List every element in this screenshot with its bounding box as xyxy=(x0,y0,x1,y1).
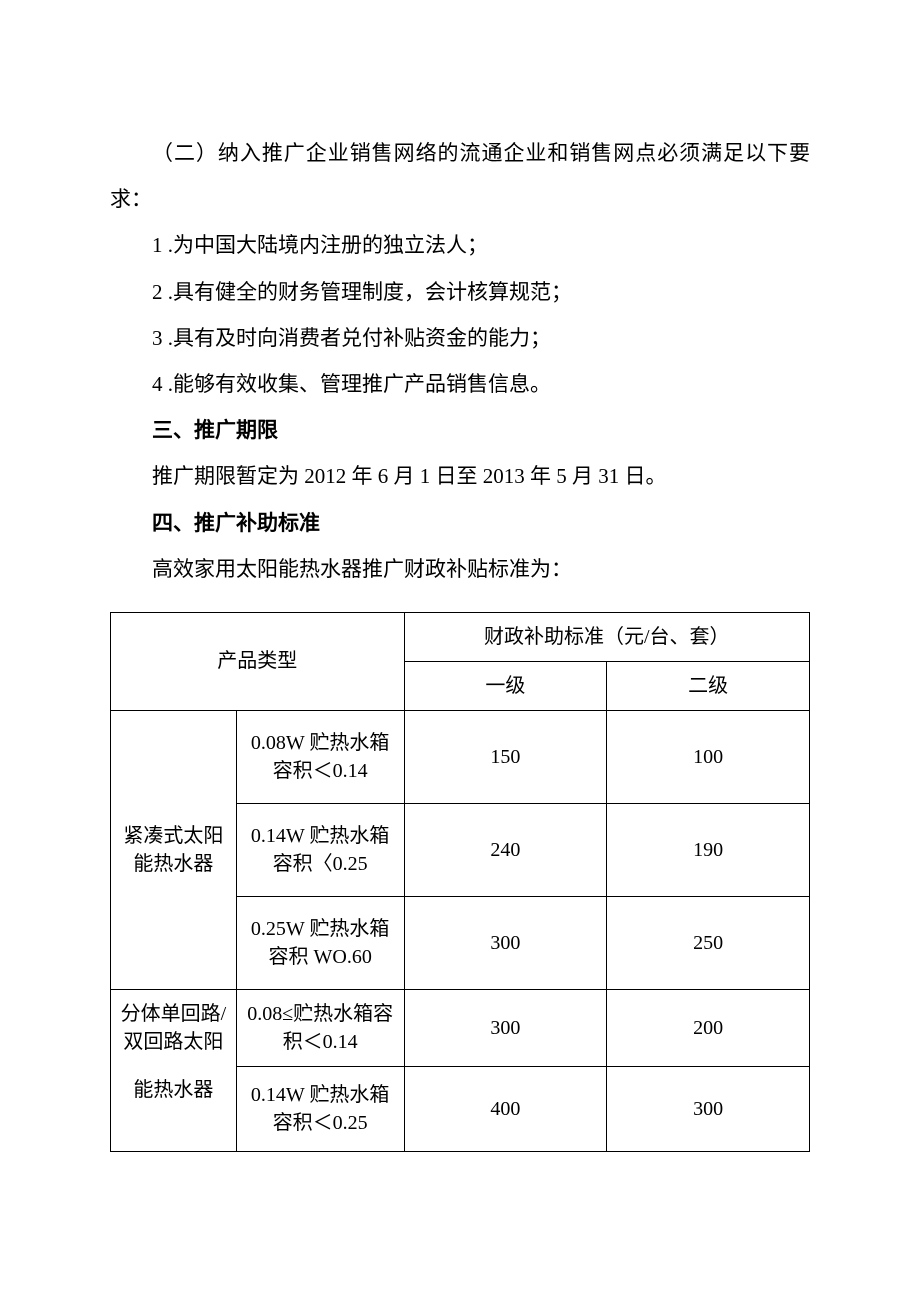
cell-v1: 300 xyxy=(404,896,607,989)
cell-spec: 0.08≤贮热水箱容积＜0.14 xyxy=(236,989,404,1066)
subsidy-table: 产品类型 财政补助标准（元/台、套） 一级 二级 紧凑式太阳能热水器 0.08W… xyxy=(110,612,810,1152)
cell-type-2b: 能热水器 xyxy=(111,1066,237,1151)
heading-4: 四、推广补助标准 xyxy=(110,500,810,546)
cell-type-2a: 分体单回路/双回路太阳 xyxy=(111,989,237,1066)
table-row: 紧凑式太阳能热水器 0.08W 贮热水箱容积＜0.14 150 100 xyxy=(111,710,810,803)
cell-v1: 240 xyxy=(404,803,607,896)
cell-v1: 150 xyxy=(404,710,607,803)
cell-spec: 0.08W 贮热水箱容积＜0.14 xyxy=(236,710,404,803)
list-item-2: 2 .具有健全的财务管理制度，会计核算规范； xyxy=(110,269,810,315)
cell-v2: 190 xyxy=(607,803,810,896)
cell-spec: 0.14W 贮热水箱容积〈0.25 xyxy=(236,803,404,896)
heading-3: 三、推广期限 xyxy=(110,407,810,453)
cell-v2: 250 xyxy=(607,896,810,989)
section-2-intro: （二）纳入推广企业销售网络的流通企业和销售网点必须满足以下要求： xyxy=(110,130,810,222)
cell-spec: 0.14W 贮热水箱容积＜0.25 xyxy=(236,1066,404,1151)
cell-spec: 0.25W 贮热水箱容积 WO.60 xyxy=(236,896,404,989)
cell-v1: 400 xyxy=(404,1066,607,1151)
cell-v2: 100 xyxy=(607,710,810,803)
cell-v2: 300 xyxy=(607,1066,810,1151)
table-row: 分体单回路/双回路太阳 0.08≤贮热水箱容积＜0.14 300 200 xyxy=(111,989,810,1066)
cell-v1: 300 xyxy=(404,989,607,1066)
paragraph-4: 高效家用太阳能热水器推广财政补贴标准为： xyxy=(110,546,810,592)
list-item-4: 4 .能够有效收集、管理推广产品销售信息。 xyxy=(110,361,810,407)
table-header-row-1: 产品类型 财政补助标准（元/台、套） xyxy=(111,612,810,661)
list-item-3: 3 .具有及时向消费者兑付补贴资金的能力； xyxy=(110,315,810,361)
th-level-2: 二级 xyxy=(607,661,810,710)
cell-type-1: 紧凑式太阳能热水器 xyxy=(111,710,237,989)
th-subsidy: 财政补助标准（元/台、套） xyxy=(404,612,809,661)
th-product-type: 产品类型 xyxy=(111,612,405,710)
paragraph-3: 推广期限暂定为 2012 年 6 月 1 日至 2013 年 5 月 31 日。 xyxy=(110,453,810,499)
th-level-1: 一级 xyxy=(404,661,607,710)
list-item-1: 1 .为中国大陆境内注册的独立法人； xyxy=(110,222,810,268)
table-row: 能热水器 0.14W 贮热水箱容积＜0.25 400 300 xyxy=(111,1066,810,1151)
cell-v2: 200 xyxy=(607,989,810,1066)
